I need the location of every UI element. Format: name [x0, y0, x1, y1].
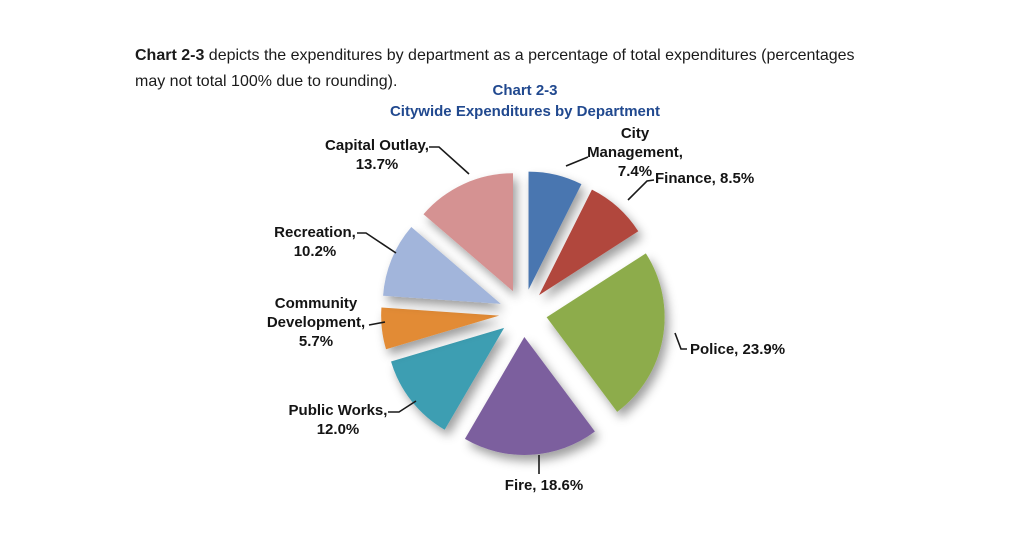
slice-label-line: Finance, 8.5% — [655, 170, 755, 187]
slice-label-recreation: Recreation, 10.2% — [235, 223, 395, 261]
slice-label-line: Recreation, — [274, 224, 356, 241]
slice-label-line: Development, — [266, 314, 366, 331]
slice-label-city-management: City Management, 7.4% — [555, 124, 715, 181]
slice-label-line: Capital Outlay, — [325, 137, 429, 154]
slice-label-line: Management, — [587, 144, 683, 161]
pie-slice-police — [546, 253, 665, 412]
pie-slice-city-management — [528, 171, 582, 290]
pie-slice-recreation — [383, 226, 501, 304]
slice-label-line: City — [620, 125, 650, 142]
slice-label-police: Police, 23.9% — [690, 340, 785, 359]
pie-slice-public-works — [391, 327, 505, 430]
chart-title-line1: Chart 2-3 — [492, 82, 558, 99]
slice-label-line: 13.7% — [355, 156, 399, 173]
leader-lines-group — [357, 146, 687, 474]
leader-line-capital-outlay — [429, 146, 470, 175]
pie-slice-fire — [464, 336, 595, 455]
slice-label-community-development: Community Development, 5.7% — [231, 294, 401, 351]
intro-paragraph: Chart 2-3 depicts the expenditures by de… — [135, 43, 965, 95]
slice-label-line: Police, 23.9% — [690, 341, 786, 358]
leader-line-police — [674, 332, 687, 350]
intro-body-line2: may not total 100% due to rounding). — [135, 73, 398, 90]
intro-body-line1: depicts the expenditures by department a… — [204, 47, 855, 64]
leader-line-recreation — [357, 232, 397, 254]
slice-label-line: Public Works, — [288, 402, 388, 419]
pie-slices-group — [381, 171, 665, 455]
leader-line-city-management — [565, 156, 589, 167]
slice-label-capital-outlay: Capital Outlay, 13.7% — [297, 136, 457, 174]
slice-label-line: Fire, 18.6% — [504, 477, 584, 494]
slice-label-finance: Finance, 8.5% — [655, 169, 754, 188]
leader-line-public-works — [388, 400, 417, 413]
slice-label-line: 5.7% — [298, 333, 334, 350]
leader-line-finance — [627, 179, 655, 201]
leader-line-community-development — [368, 321, 386, 326]
slice-label-public-works: Public Works, 12.0% — [253, 401, 423, 439]
slice-label-line: 7.4% — [617, 163, 653, 180]
slice-label-fire: Fire, 18.6% — [469, 476, 619, 495]
slice-label-line: Community — [274, 295, 358, 312]
slice-label-line: 12.0% — [316, 421, 360, 438]
pie-slice-capital-outlay — [423, 173, 513, 292]
slice-label-line: 10.2% — [293, 243, 337, 260]
chart-title: Chart 2-3 Citywide Expenditures by Depar… — [225, 80, 825, 122]
pie-slice-finance — [539, 189, 639, 296]
pie-slice-community-development — [381, 307, 500, 350]
intro-lead: Chart 2-3 — [135, 47, 205, 64]
chart-title-line2: Citywide Expenditures by Department — [389, 103, 661, 120]
